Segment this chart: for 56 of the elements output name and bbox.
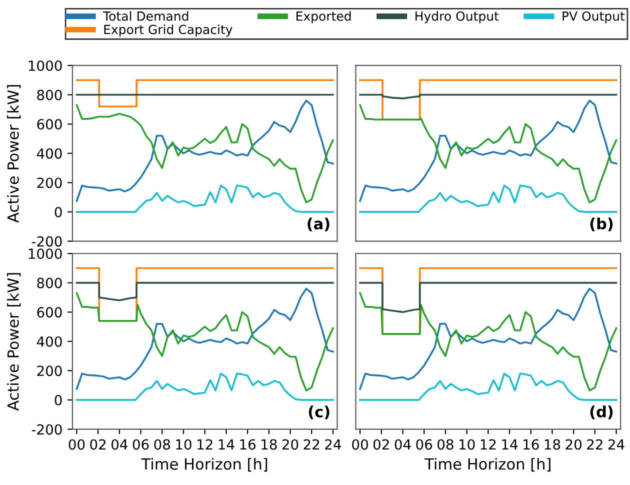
- x-tick-label: 04: [394, 439, 411, 450]
- y-tick-label: 0: [54, 206, 62, 218]
- x-tick-label: 22: [587, 439, 602, 450]
- y-tick-label: 600: [37, 119, 62, 130]
- x-tick-label: 14: [502, 439, 518, 450]
- y-tick-label: 200: [37, 366, 62, 376]
- x-tick-label: 18: [262, 439, 277, 450]
- x-tick-label: 12: [480, 439, 496, 450]
- line-series: [76, 282, 334, 302]
- x-tick-label: 06: [416, 439, 432, 450]
- x-tick-label: 16: [240, 439, 256, 450]
- x-axis-title: Time Horizon [h]: [141, 458, 268, 472]
- x-tick-label: 08: [154, 439, 170, 450]
- y-tick-label: 200: [37, 178, 62, 188]
- x-tick-label: 00: [68, 439, 85, 450]
- x-tick-label: 22: [304, 439, 320, 450]
- x-tick-label: 24: [608, 439, 624, 450]
- x-tick-label: 20: [566, 439, 582, 450]
- y-tick-label: 800: [37, 90, 62, 100]
- y-tick-label: 600: [37, 307, 62, 318]
- x-axis-title: Time Horizon [h]: [424, 458, 550, 472]
- annotation: (a): [308, 218, 330, 232]
- x-tick-label: 18: [544, 439, 560, 450]
- x-tick-label: 02: [90, 439, 106, 450]
- x-tick-label: 16: [524, 439, 539, 450]
- x-tick-label: 02: [373, 439, 389, 450]
- x-tick-label: 10: [459, 439, 475, 450]
- x-tick-label: 10: [176, 439, 192, 450]
- legend-label: Exported: [296, 11, 351, 24]
- y-tick-label: 400: [36, 336, 62, 347]
- y-tick-label: -200: [32, 424, 62, 435]
- y-axis-title: Active Power [kW]: [7, 273, 21, 411]
- legend-label: PV Output: [562, 11, 625, 24]
- legend-label: Total Demand: [103, 11, 188, 21]
- x-tick-label: 08: [438, 439, 454, 450]
- x-tick-label: 06: [132, 439, 149, 450]
- annotation: (d): [590, 406, 613, 420]
- legend-label: Hydro Output: [416, 11, 499, 24]
- annotation: (b): [590, 218, 613, 232]
- annotation: (c): [308, 406, 330, 420]
- x-tick-label: 04: [112, 439, 128, 450]
- x-tick-label: 24: [325, 439, 342, 450]
- y-tick-label: 400: [36, 148, 62, 159]
- x-tick-label: 00: [352, 439, 368, 450]
- y-tick-label: 1000: [28, 248, 62, 259]
- x-tick-label: 12: [198, 439, 212, 450]
- y-axis-title: Active Power [kW]: [7, 85, 21, 223]
- y-tick-label: 800: [37, 278, 62, 288]
- y-tick-label: 0: [54, 394, 62, 406]
- y-tick-label: -200: [32, 236, 62, 247]
- y-tick-label: 1000: [28, 60, 62, 71]
- x-tick-label: 20: [282, 439, 298, 450]
- line-series: [76, 184, 334, 213]
- legend-label: Export Grid Capacity: [104, 24, 232, 37]
- line-series: [76, 372, 334, 401]
- x-tick-label: 14: [218, 439, 234, 450]
